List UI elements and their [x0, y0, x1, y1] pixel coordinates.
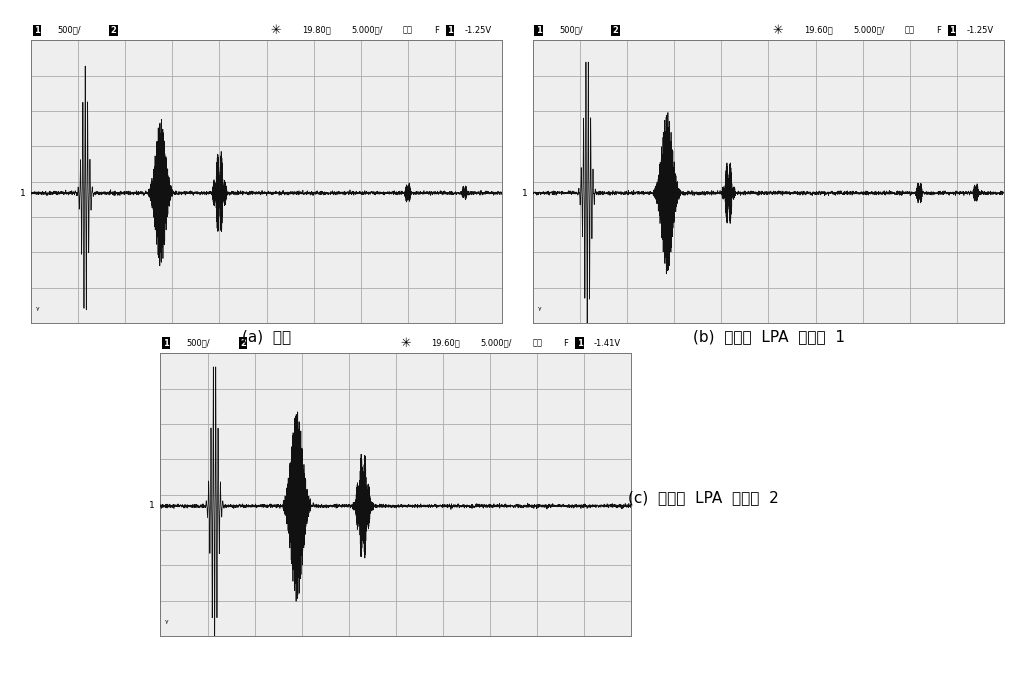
Text: 1: 1: [949, 26, 955, 35]
Text: -1.25V: -1.25V: [465, 26, 492, 35]
Text: 19.60㎑: 19.60㎑: [804, 26, 832, 35]
Text: 5.000㎷/: 5.000㎷/: [480, 339, 512, 348]
Text: 500㎷/: 500㎷/: [186, 339, 210, 348]
Text: ✳: ✳: [271, 24, 282, 37]
Text: ✳: ✳: [773, 24, 783, 37]
Text: 1: 1: [576, 339, 583, 348]
Text: (b)  시작품  LPA  변환기  1: (b) 시작품 LPA 변환기 1: [693, 329, 845, 344]
Text: -1.25V: -1.25V: [967, 26, 994, 35]
Text: ᵧ: ᵧ: [166, 614, 169, 625]
Text: ✳: ✳: [401, 336, 411, 350]
Text: F: F: [434, 26, 439, 35]
Text: 1: 1: [34, 26, 39, 35]
Text: 19.60㎑: 19.60㎑: [432, 339, 460, 348]
Text: 1: 1: [20, 188, 26, 197]
Text: 500㎷/: 500㎷/: [559, 26, 583, 35]
Text: 정지: 정지: [403, 26, 413, 35]
Text: 2: 2: [240, 339, 245, 348]
Text: ᵧ: ᵧ: [538, 302, 541, 312]
Text: 정지: 정지: [532, 339, 542, 348]
Text: 1: 1: [522, 188, 528, 197]
Text: 2: 2: [613, 26, 618, 35]
Text: 1: 1: [149, 501, 155, 510]
Text: 2: 2: [111, 26, 116, 35]
Text: (c)  시작품  LPA  변환기  2: (c) 시작품 LPA 변환기 2: [628, 491, 779, 505]
Text: 500㎷/: 500㎷/: [57, 26, 81, 35]
Text: -1.41V: -1.41V: [594, 339, 621, 348]
Text: (a)  상용: (a) 상용: [242, 329, 292, 344]
Text: 정지: 정지: [905, 26, 915, 35]
Text: 5.000㎷/: 5.000㎷/: [853, 26, 885, 35]
Text: F: F: [563, 339, 568, 348]
Text: F: F: [936, 26, 941, 35]
Text: 1: 1: [164, 339, 169, 348]
Text: 1: 1: [447, 26, 453, 35]
Text: 1: 1: [536, 26, 541, 35]
Text: 5.000㎷/: 5.000㎷/: [351, 26, 383, 35]
Text: 19.80㎑: 19.80㎑: [302, 26, 330, 35]
Text: ᵧ: ᵧ: [36, 302, 39, 312]
